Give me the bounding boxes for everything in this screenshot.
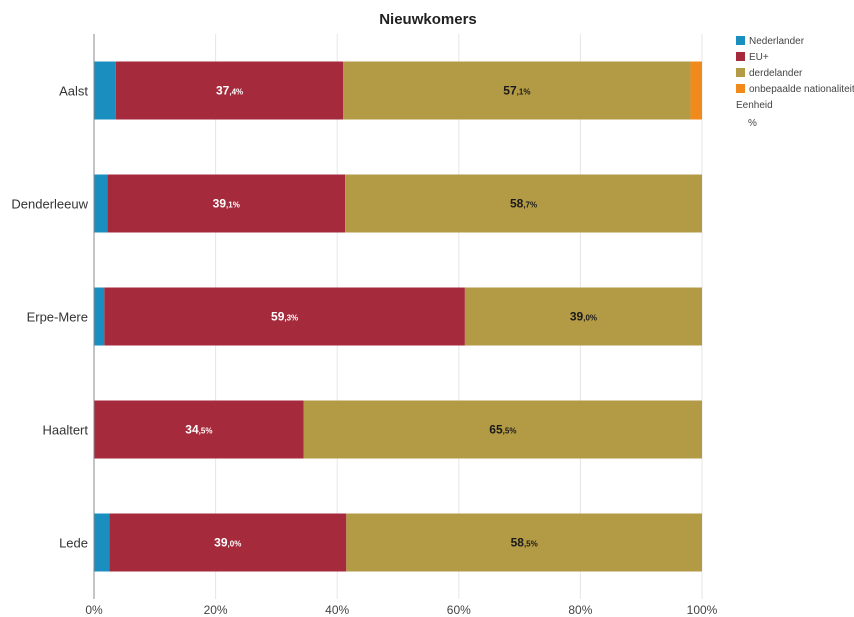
data-label: 65,5% — [489, 423, 516, 437]
data-labels: 37,4% 57,1% 39,1% 58,7% 59,3% 39,0% 34,5% 65,5%… — [185, 84, 597, 550]
x-tick-label: 40% — [325, 603, 349, 617]
legend-label: Nederlander — [749, 36, 805, 47]
bar-segment — [94, 400, 304, 459]
category-labels: Aalst Denderleeuw Erpe-Mere Haaltert Lede — [11, 84, 88, 551]
x-tick-label: 80% — [568, 603, 592, 617]
category-label: Haaltert — [42, 423, 88, 438]
bar-segment — [94, 513, 110, 572]
bar-segment — [94, 61, 116, 120]
x-tick-label: 100% — [687, 603, 718, 617]
bar-segment — [464, 287, 702, 346]
data-label: 57,1% — [503, 84, 530, 98]
bar-segment — [115, 61, 344, 120]
legend-swatch — [736, 84, 745, 93]
bar-segment — [690, 61, 702, 120]
x-tick-label: 0% — [85, 603, 103, 617]
bar-segment — [346, 513, 702, 572]
bar-segment — [345, 174, 702, 233]
bar-segment — [94, 287, 105, 346]
bar-segment — [303, 400, 702, 459]
x-tick-labels: 0% 20% 40% 60% 80% 100% — [85, 603, 717, 617]
bars — [94, 61, 702, 572]
bar-segment — [109, 513, 347, 572]
legend-unit: % — [748, 118, 757, 129]
legend-label: onbepaalde nationaliteit — [749, 84, 854, 95]
bar-segment — [343, 61, 691, 120]
data-label: 37,4% — [216, 84, 243, 98]
data-label: 39,1% — [213, 197, 240, 211]
x-tick-label: 20% — [204, 603, 228, 617]
data-label: 59,3% — [271, 310, 298, 324]
chart-title: Nieuwkomers — [379, 11, 477, 28]
bar-segment — [107, 174, 346, 233]
legend-label: EU+ — [749, 52, 769, 63]
legend-label: derdelander — [749, 68, 803, 79]
data-label: 58,5% — [511, 536, 538, 550]
x-tick-label: 60% — [447, 603, 471, 617]
bar-segment — [94, 174, 108, 233]
legend-swatch — [736, 68, 745, 77]
bar-segment — [104, 287, 465, 346]
category-label: Erpe-Mere — [27, 310, 88, 325]
data-label: 39,0% — [570, 310, 597, 324]
legend-swatch — [736, 36, 745, 45]
category-label: Aalst — [59, 84, 88, 99]
legend: Eenheid % Nederlander EU+ derdelander onbep… — [736, 36, 854, 129]
legend-unit-title: Eenheid — [736, 100, 773, 111]
category-label: Lede — [59, 536, 88, 551]
legend-swatch — [736, 52, 745, 61]
data-label: 39,0% — [214, 536, 241, 550]
data-label: 58,7% — [510, 197, 537, 211]
category-label: Denderleeuw — [11, 197, 88, 212]
data-label: 34,5% — [185, 423, 212, 437]
